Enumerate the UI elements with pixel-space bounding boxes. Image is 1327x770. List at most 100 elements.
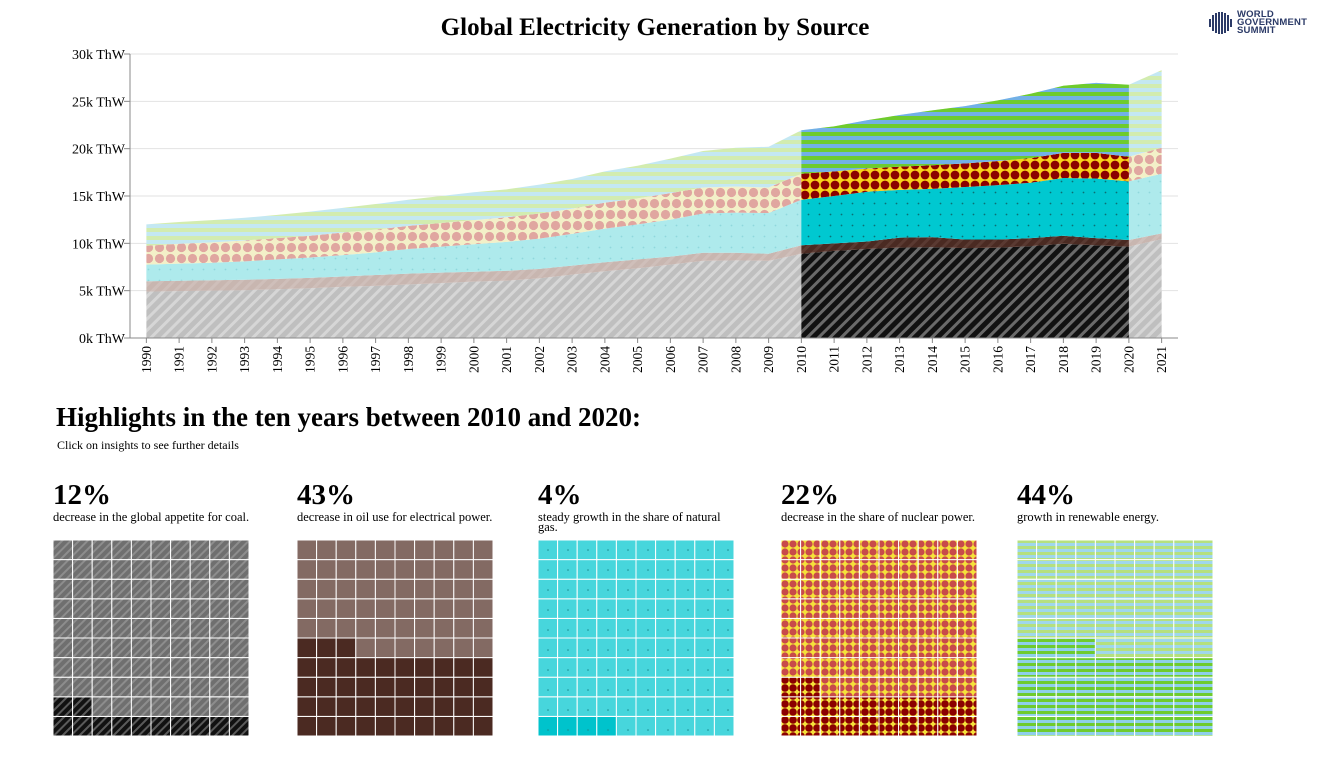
- world-government-summit-logo: WORLD GOVERNMENT SUMMIT: [1208, 10, 1307, 36]
- waffle-cell: [228, 676, 250, 698]
- waffle-cell: [130, 696, 152, 717]
- waffle-cell: [694, 540, 715, 561]
- waffle-cell-filled: [414, 676, 435, 698]
- waffle-cell: [316, 559, 337, 580]
- area-oil-full: [146, 233, 1162, 292]
- waffle-cell: [170, 696, 191, 717]
- area-series-coal[interactable]: [146, 239, 1162, 338]
- waffle-cell-filled: [472, 657, 494, 678]
- waffle-cell: [655, 540, 676, 561]
- waffle-cell: [72, 598, 93, 619]
- insight-oil[interactable]: 43% decrease in oil use for electrical p…: [297, 478, 497, 737]
- waffle-cell-filled: [414, 696, 435, 717]
- waffle-cell-filled: [297, 676, 318, 698]
- waffle-cell: [374, 578, 396, 600]
- waffle-cell: [538, 617, 559, 639]
- area-series-oil[interactable]: [146, 233, 1162, 292]
- waffle-cell: [1094, 578, 1116, 600]
- waffle-cell-filled: [1094, 657, 1116, 678]
- x-tick-label: 1997: [368, 346, 383, 373]
- waffle-cell-filled: [414, 715, 435, 737]
- waffle-cell: [596, 657, 617, 678]
- waffle-cell: [1017, 559, 1038, 580]
- waffle-cell-filled: [1055, 657, 1077, 678]
- x-tick-label: 2011: [827, 346, 842, 373]
- waffle-cell: [615, 598, 637, 619]
- waffle-cell: [557, 676, 578, 698]
- waffle-cell: [189, 637, 211, 659]
- waffle-cell: [858, 559, 880, 580]
- waffle-cell: [297, 540, 318, 561]
- waffle-cell: [72, 637, 93, 659]
- waffle-cell-filled: [335, 696, 357, 717]
- waffle-cell: [472, 637, 494, 659]
- waffle-cell: [472, 598, 494, 619]
- area-series-renewables[interactable]: [146, 70, 1162, 246]
- waffle-cell: [1075, 540, 1096, 561]
- x-tick-label: 2020: [1121, 346, 1136, 373]
- insight-natural-gas[interactable]: 4% steady growth in the share of natural…: [538, 478, 738, 737]
- waffle-cell-filled: [91, 715, 113, 737]
- waffle-cell: [433, 559, 455, 580]
- waffle-cell: [713, 578, 735, 600]
- waffle-cell: [1075, 578, 1096, 600]
- x-tick-label: 2018: [1056, 346, 1071, 373]
- waffle-cell: [433, 637, 455, 659]
- waffle-cell-filled: [878, 696, 900, 717]
- waffle-cell: [839, 617, 860, 639]
- waffle-cell-filled: [1192, 696, 1214, 717]
- waffle-cell: [615, 676, 637, 698]
- waffle-cell: [615, 617, 637, 639]
- waffle-cell: [53, 559, 74, 580]
- insight-nuclear[interactable]: 22% decrease in the share of nuclear pow…: [781, 478, 981, 737]
- waffle-cell: [615, 657, 637, 678]
- x-tick-label: 2010: [794, 346, 809, 373]
- waffle-chart-nuclear[interactable]: [781, 540, 979, 738]
- waffle-cell-filled: [1075, 715, 1096, 737]
- waffle-cell: [1173, 598, 1194, 619]
- area-series-natural-gas[interactable]: [146, 173, 1162, 282]
- waffle-cell-filled: [316, 676, 337, 698]
- waffle-cell: [858, 578, 880, 600]
- waffle-cell: [209, 617, 230, 639]
- waffle-cell: [355, 617, 376, 639]
- waffle-cell: [1055, 578, 1077, 600]
- waffle-cell-filled: [917, 696, 939, 717]
- waffle-chart-coal[interactable]: [53, 540, 251, 738]
- waffle-cell: [635, 540, 657, 561]
- waffle-cell: [170, 559, 191, 580]
- waffle-cell-filled: [433, 696, 455, 717]
- waffle-cell: [1094, 559, 1116, 580]
- waffle-cell: [538, 637, 559, 659]
- waffle-cell: [228, 540, 250, 561]
- insight-description: growth in renewable energy.: [1017, 510, 1159, 524]
- waffle-cell: [91, 540, 113, 561]
- waffle-cell: [819, 657, 841, 678]
- waffle-cell: [819, 540, 841, 561]
- waffle-cell: [878, 598, 900, 619]
- waffle-chart-oil[interactable]: [297, 540, 495, 738]
- x-tick-label: 1995: [303, 346, 318, 373]
- waffle-cell: [91, 696, 113, 717]
- insight-value: 43%: [297, 479, 355, 511]
- waffle-cell: [596, 696, 617, 717]
- waffle-cell-filled: [1075, 637, 1096, 659]
- waffle-cell: [781, 559, 802, 580]
- waffle-cell-filled: [228, 715, 250, 737]
- waffle-cell: [674, 598, 696, 619]
- insight-renewables[interactable]: 44% growth in renewable energy.: [1017, 478, 1217, 737]
- insight-coal[interactable]: 12% decrease in the global appetite for …: [53, 478, 253, 737]
- waffle-cell: [713, 617, 735, 639]
- waffle-cell: [130, 676, 152, 698]
- waffle-cell-filled: [472, 676, 494, 698]
- waffle-chart-natural-gas[interactable]: [538, 540, 736, 738]
- waffle-chart-renewables[interactable]: [1017, 540, 1215, 738]
- waffle-cell: [355, 598, 376, 619]
- waffle-cell: [453, 578, 474, 600]
- waffle-cell: [1055, 540, 1077, 561]
- waffle-cell: [1192, 578, 1214, 600]
- waffle-cell: [898, 559, 919, 580]
- waffle-cell-filled: [335, 657, 357, 678]
- waffle-cell-filled: [453, 715, 474, 737]
- area-series-nuclear[interactable]: [146, 147, 1162, 265]
